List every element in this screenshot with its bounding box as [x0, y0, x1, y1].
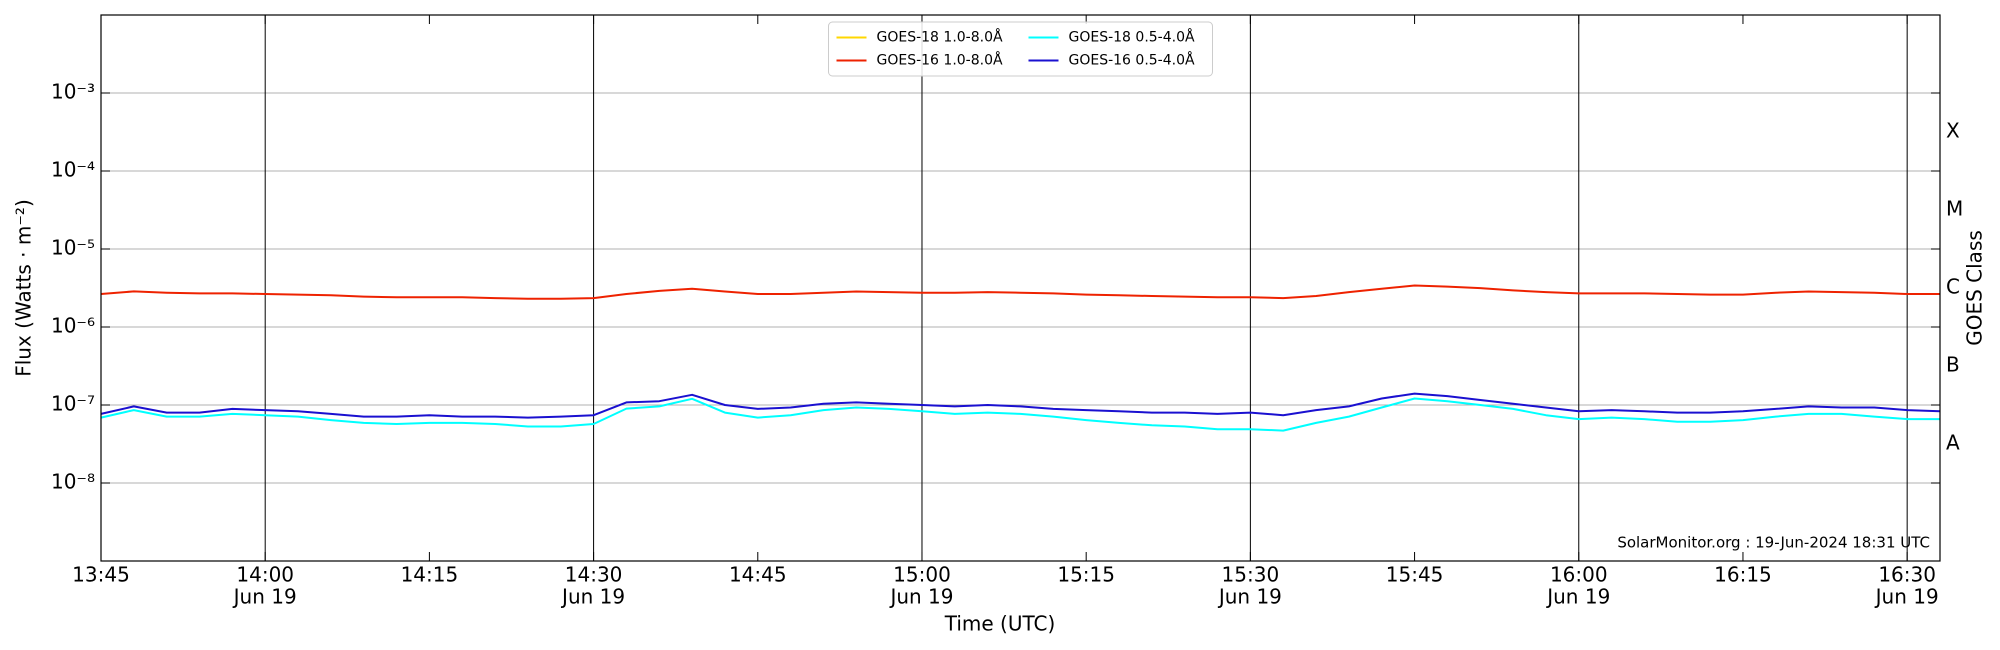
y-tick-label: 10⁻⁵ [51, 236, 95, 260]
x-tick-date: Jun 19 [232, 585, 297, 609]
series-line [100, 397, 1940, 432]
x-tick-date: Jun 19 [1217, 585, 1282, 609]
x-tick-label: 16:30 [1878, 563, 1936, 587]
x-tick-date: Jun 19 [888, 585, 953, 609]
x-tick-label: 16:00 [1550, 563, 1608, 587]
y-tick-label: 10⁻³ [51, 80, 95, 104]
plot-frame [100, 14, 1941, 562]
y2-tick-label: C [1946, 275, 1960, 299]
x-tick-label: 14:30 [565, 563, 623, 587]
y-tick-label: 10⁻⁴ [51, 158, 95, 182]
y-tick-label: 10⁻⁶ [51, 314, 95, 338]
y2-tick-label: X [1946, 119, 1960, 143]
y-tick-label: 10⁻⁷ [51, 392, 95, 416]
x-tick-date: Jun 19 [1545, 585, 1610, 609]
x-tick-label: 15:30 [1222, 563, 1280, 587]
x-tick-label: 15:15 [1057, 563, 1115, 587]
legend-label: GOES-16 0.5-4.0Å [1069, 52, 1195, 69]
series-line [100, 392, 1941, 419]
y2-tick-label: A [1946, 431, 1960, 455]
y2-tick-label: M [1946, 197, 1963, 221]
x-tick-date: Jun 19 [560, 585, 625, 609]
y-axis-label: Flux (Watts · m⁻²) [12, 199, 36, 377]
legend-label: GOES-18 1.0-8.0Å [877, 29, 1003, 46]
legend-label: GOES-18 0.5-4.0Å [1069, 29, 1195, 46]
y2-axis-label: GOES Class [1963, 230, 1987, 346]
legend-label: GOES-16 1.0-8.0Å [877, 52, 1003, 69]
x-tick-label: 14:00 [236, 563, 294, 587]
x-tick-label: 14:45 [729, 563, 787, 587]
x-tick-label: 14:15 [401, 563, 459, 587]
series-line [100, 284, 1940, 300]
x-tick-label: 15:45 [1386, 563, 1444, 587]
x-tick-label: 13:45 [72, 563, 130, 587]
x-tick-label: 16:15 [1714, 563, 1772, 587]
x-tick-date: Jun 19 [1874, 585, 1939, 609]
x-tick-label: 15:00 [893, 563, 951, 587]
x-axis-label: Time (UTC) [944, 612, 1056, 636]
y-tick-label: 10⁻⁸ [51, 470, 95, 494]
legend-box [828, 21, 1213, 77]
annotation: SolarMonitor.org : 19-Jun-2024 18:31 UTC [1617, 534, 1930, 552]
y2-tick-label: B [1946, 353, 1960, 377]
